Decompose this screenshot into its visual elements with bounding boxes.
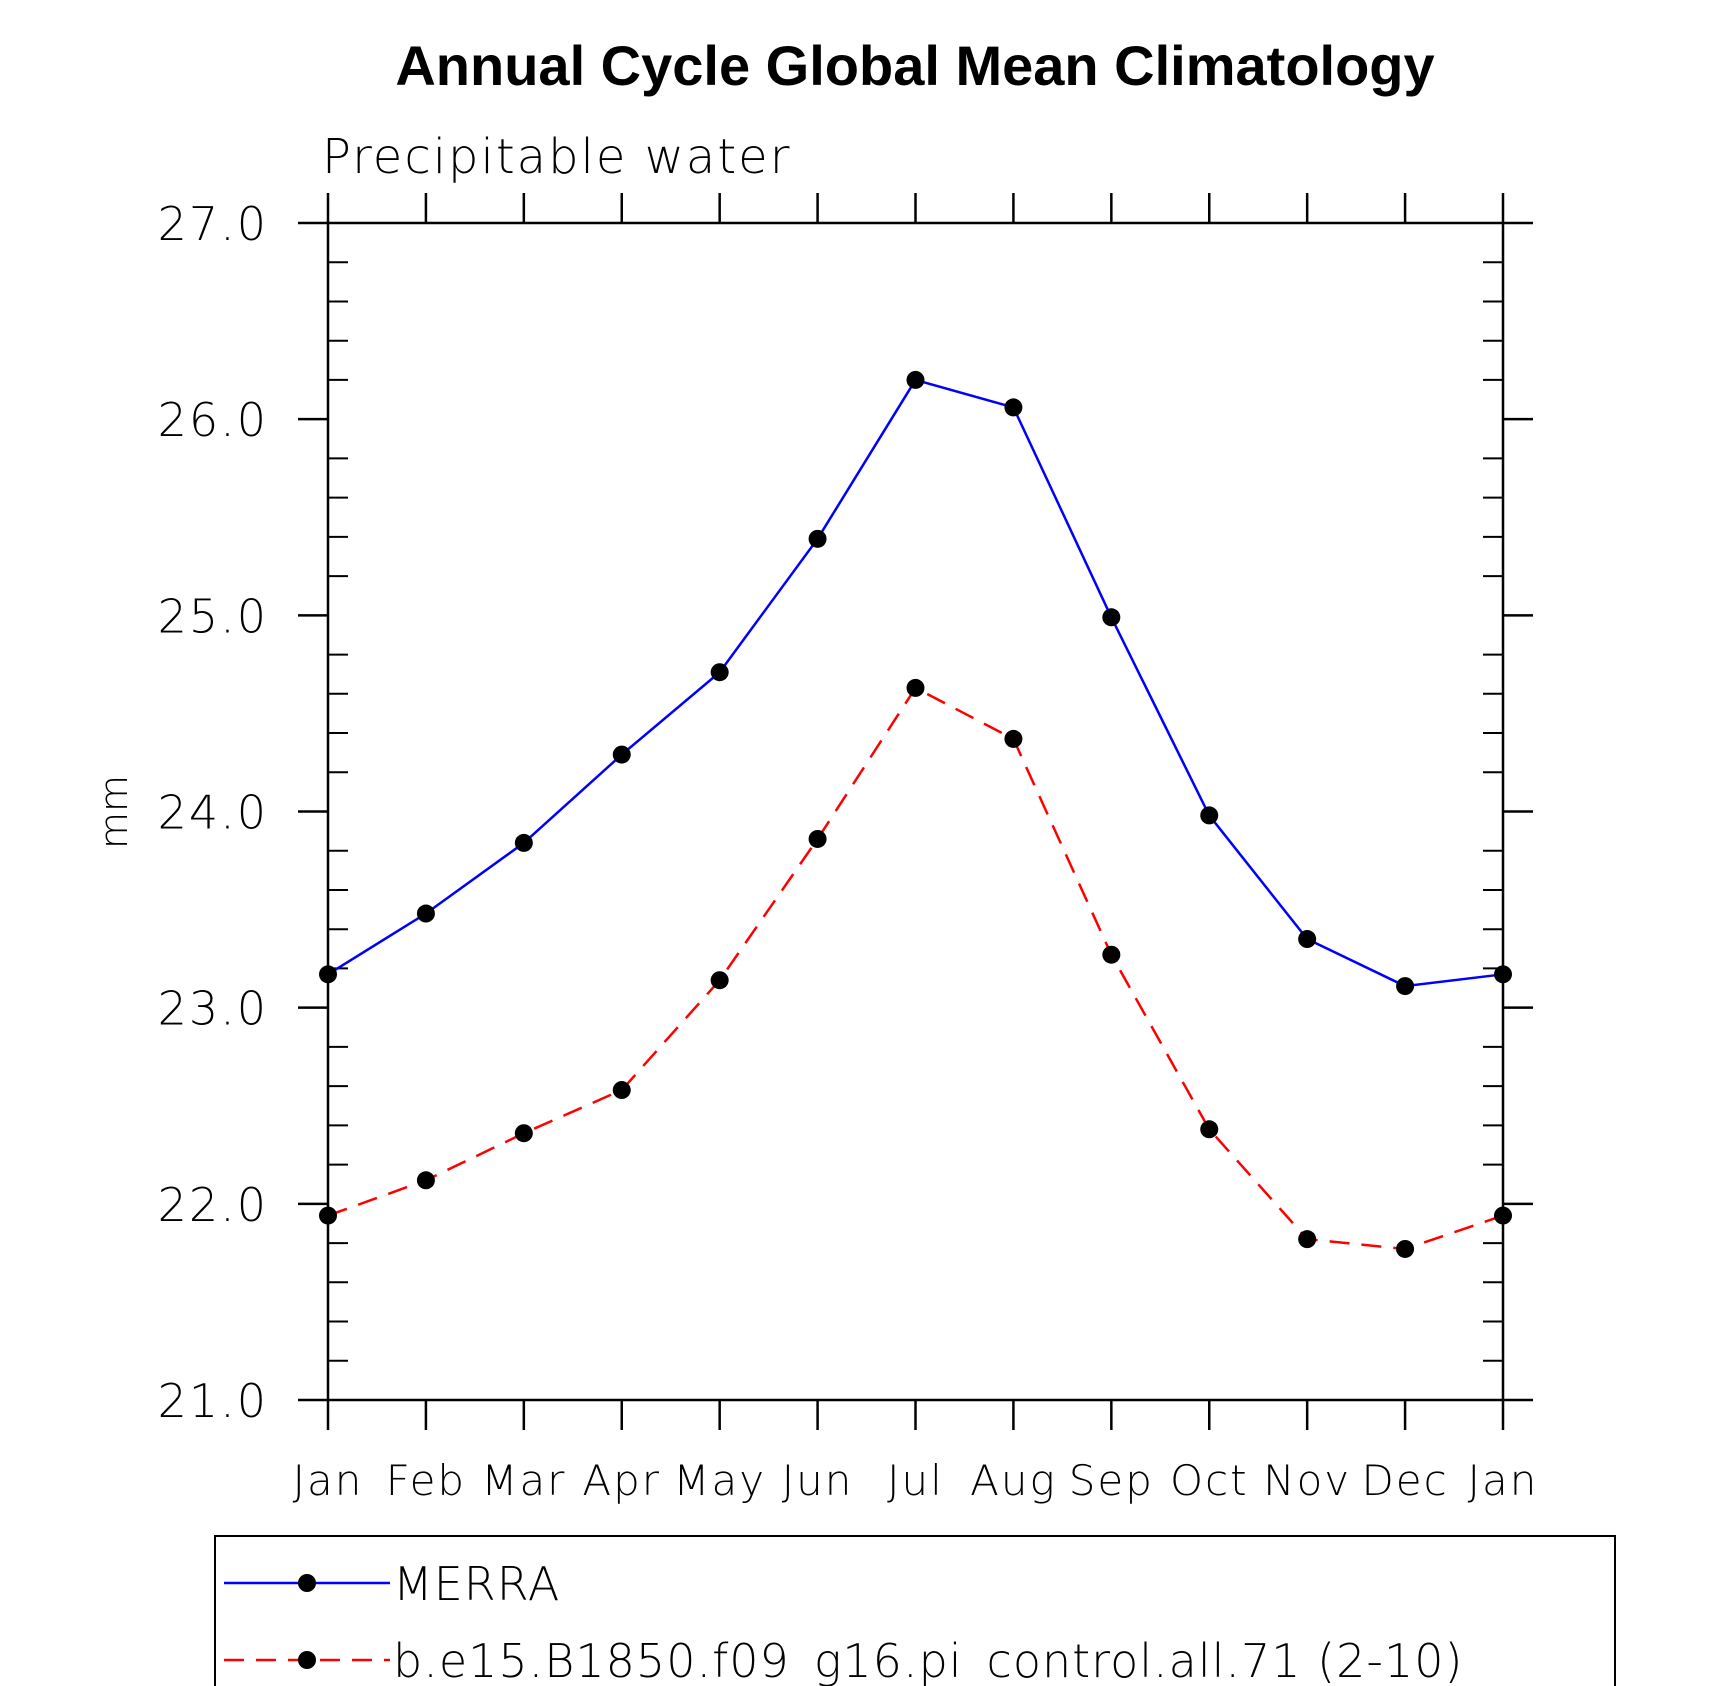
series-1-point [710, 663, 729, 682]
series-2-point [1494, 1206, 1512, 1225]
y-tick-label: 23.0 [158, 982, 268, 1036]
series-2-point [1102, 945, 1121, 964]
legend-label-1: MERRA [393, 1557, 560, 1611]
series-1-point [1004, 398, 1023, 417]
x-tick-label: Jul [887, 1456, 944, 1505]
series-1-point [1396, 977, 1415, 996]
series-2-point [1200, 1120, 1219, 1139]
series-1-point [906, 370, 925, 389]
series-2-point [808, 829, 827, 848]
series-1-point [808, 529, 827, 548]
series-1-point [416, 904, 435, 923]
x-tick-label: May [673, 1456, 766, 1505]
series-2-point [710, 971, 729, 990]
series-1-point [1298, 930, 1317, 949]
legend-box [214, 1535, 1616, 1686]
x-tick-label: Nov [1263, 1456, 1351, 1505]
series-layer [319, 370, 1512, 1258]
y-tick-label: 21.0 [158, 1374, 268, 1428]
x-tick-label: Jan [293, 1456, 364, 1505]
y-tick-label: 27.0 [158, 197, 268, 251]
series-1-point [319, 965, 337, 984]
y-axis-label: mm [92, 775, 136, 849]
series-1-point [612, 745, 631, 764]
series-2-point [319, 1206, 337, 1225]
series-2-point [1004, 729, 1023, 748]
series-line-2 [327, 686, 1504, 1251]
x-tick-label: Dec [1361, 1456, 1448, 1505]
legend: MERRA b.e15.B1850.f09_g16.pi_control.all.… [224, 1557, 1463, 1686]
legend-marker-2 [298, 1651, 316, 1669]
x-tick-label: Sep [1069, 1456, 1154, 1505]
x-tick-label: Oct [1170, 1456, 1249, 1505]
y-tick-label: 26.0 [158, 393, 268, 447]
y-tick-label: 24.0 [158, 786, 268, 840]
series-2-point [1298, 1230, 1317, 1249]
x-tick-label: Jun [782, 1456, 854, 1505]
series-1-point [1494, 965, 1512, 984]
series-2-point [1396, 1239, 1415, 1258]
series-2-point [612, 1081, 631, 1100]
x-tick-label: Feb [386, 1456, 466, 1505]
x-tick-label: Mar [481, 1456, 566, 1505]
y-minor-ticks [328, 261, 1503, 1362]
legend-label-2: b.e15.B1850.f09_g16.pi_control.all.71 (2… [393, 1634, 1463, 1686]
series-2-point [514, 1124, 533, 1143]
y-tick-label: 25.0 [158, 589, 268, 643]
x-tick-label: Aug [970, 1456, 1057, 1505]
legend-marker-1 [298, 1574, 316, 1592]
plot-frame [326, 221, 1505, 1402]
series-1-point [1200, 806, 1219, 825]
series-1-point [514, 833, 533, 852]
series-1-point [1102, 608, 1121, 627]
y-major-ticks: 21.0 22.0 23.0 24.0 25.0 26.0 27.0 [158, 197, 1533, 1428]
x-ticks: Jan Feb Mar Apr May Jun Jul Aug Sep Oct Nov Dec Jan [293, 193, 1539, 1505]
x-tick-label: Jan [1468, 1456, 1539, 1505]
series-2-point [906, 678, 925, 697]
y-tick-label: 22.0 [158, 1178, 268, 1232]
series-2-point [416, 1171, 435, 1190]
chart-title: Annual Cycle Global Mean Climatology [395, 34, 1434, 97]
x-tick-label: Apr [582, 1456, 661, 1505]
chart-subtitle: Precipitable water [322, 129, 791, 185]
